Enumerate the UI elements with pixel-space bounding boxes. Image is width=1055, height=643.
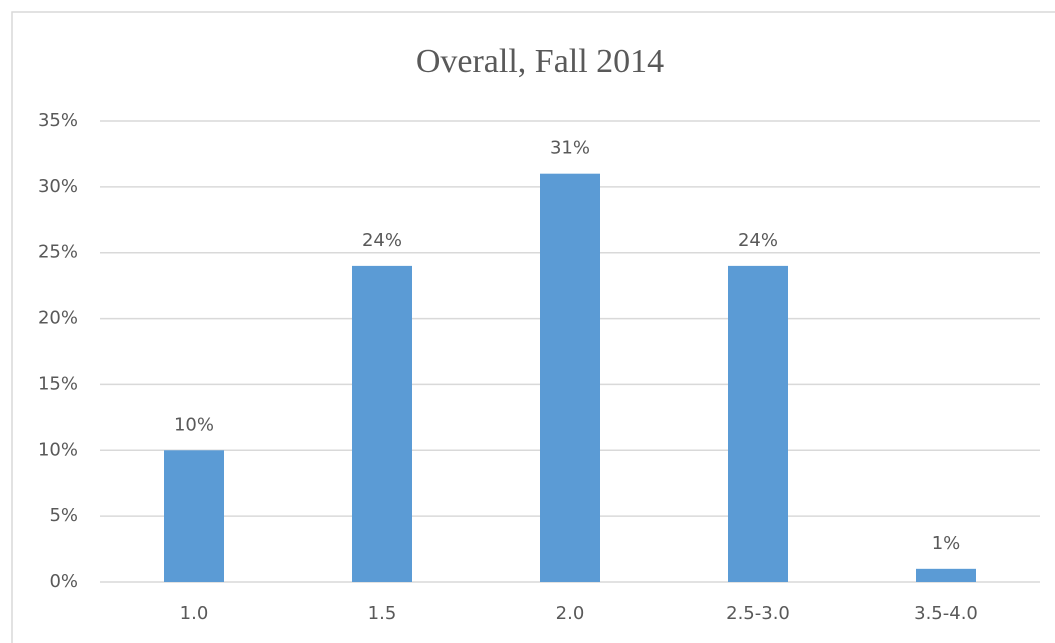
y-tick-label: 30% [38, 176, 78, 197]
bar [540, 173, 600, 582]
x-tick-label: 3.5-4.0 [914, 603, 978, 624]
bar [352, 265, 412, 582]
data-label: 1% [932, 533, 961, 554]
y-tick-label: 35% [38, 110, 78, 131]
y-tick-label: 0% [49, 571, 78, 592]
x-tick-label: 2.5-3.0 [726, 603, 790, 624]
data-label: 10% [174, 414, 214, 435]
bar [916, 568, 976, 582]
y-tick-label: 5% [49, 505, 78, 526]
chart-border [11, 11, 1055, 643]
y-tick-label: 10% [38, 439, 78, 460]
data-label: 31% [550, 138, 590, 159]
y-tick-label: 20% [38, 308, 78, 329]
chart-title: Overall, Fall 2014 [416, 43, 664, 80]
y-tick-label: 25% [38, 242, 78, 263]
bar [164, 450, 224, 582]
x-tick-label: 1.5 [368, 603, 397, 624]
data-label: 24% [738, 230, 778, 251]
x-tick-label: 1.0 [180, 603, 209, 624]
y-tick-label: 15% [38, 373, 78, 394]
x-tick-label: 2.0 [556, 603, 585, 624]
data-label: 24% [362, 230, 402, 251]
bar [728, 265, 788, 582]
